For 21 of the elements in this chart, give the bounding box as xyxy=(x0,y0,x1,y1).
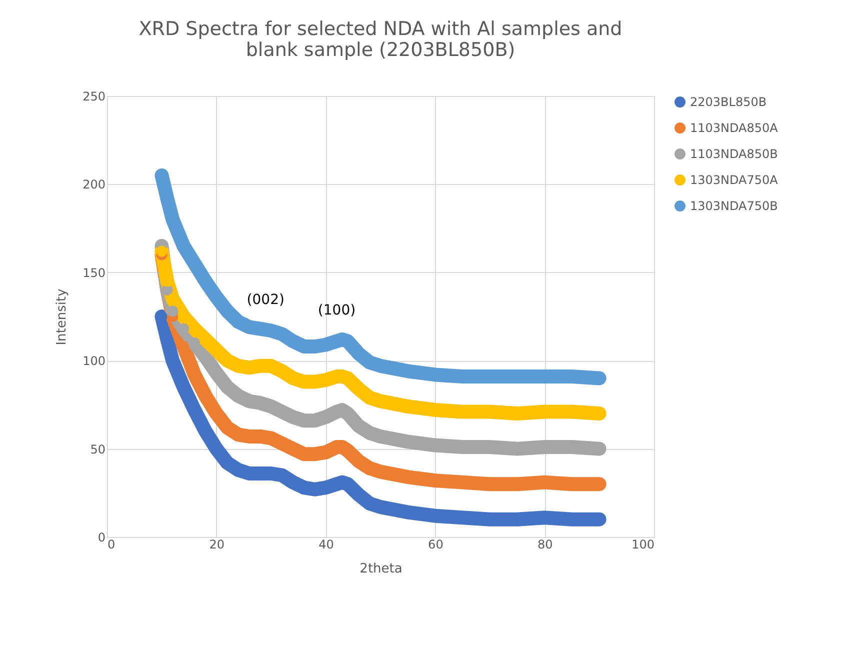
annotation: (002) xyxy=(246,292,284,308)
chart-title: XRD Spectra for selected NDA with Al samples and blank sample (2203BL850B) xyxy=(138,18,622,61)
y-tick-label: 250 xyxy=(82,90,106,104)
legend-label: 2203BL850B xyxy=(690,95,767,109)
legend-label: 1303NDA750A xyxy=(690,173,779,187)
x-tick-label: 80 xyxy=(537,538,553,552)
annotation: (100) xyxy=(318,302,356,318)
x-tick-label: 0 xyxy=(108,538,116,552)
y-tick-label: 100 xyxy=(82,354,106,368)
legend-label: 1103NDA850A xyxy=(690,121,779,135)
legend-label: 1303NDA750B xyxy=(690,199,778,213)
x-axis-title: 2theta xyxy=(360,562,402,576)
y-tick-label: 200 xyxy=(82,178,106,192)
y-tick-label: 150 xyxy=(82,266,106,280)
y-tick-label: 50 xyxy=(90,442,106,456)
y-axis-title: Intensity xyxy=(54,288,70,346)
x-tick-label: 100 xyxy=(632,538,654,552)
x-tick-label: 20 xyxy=(209,538,225,552)
x-tick-label: 60 xyxy=(428,538,444,552)
x-tick-label: 40 xyxy=(318,538,334,552)
legend-label: 1103NDA850B xyxy=(690,147,778,161)
